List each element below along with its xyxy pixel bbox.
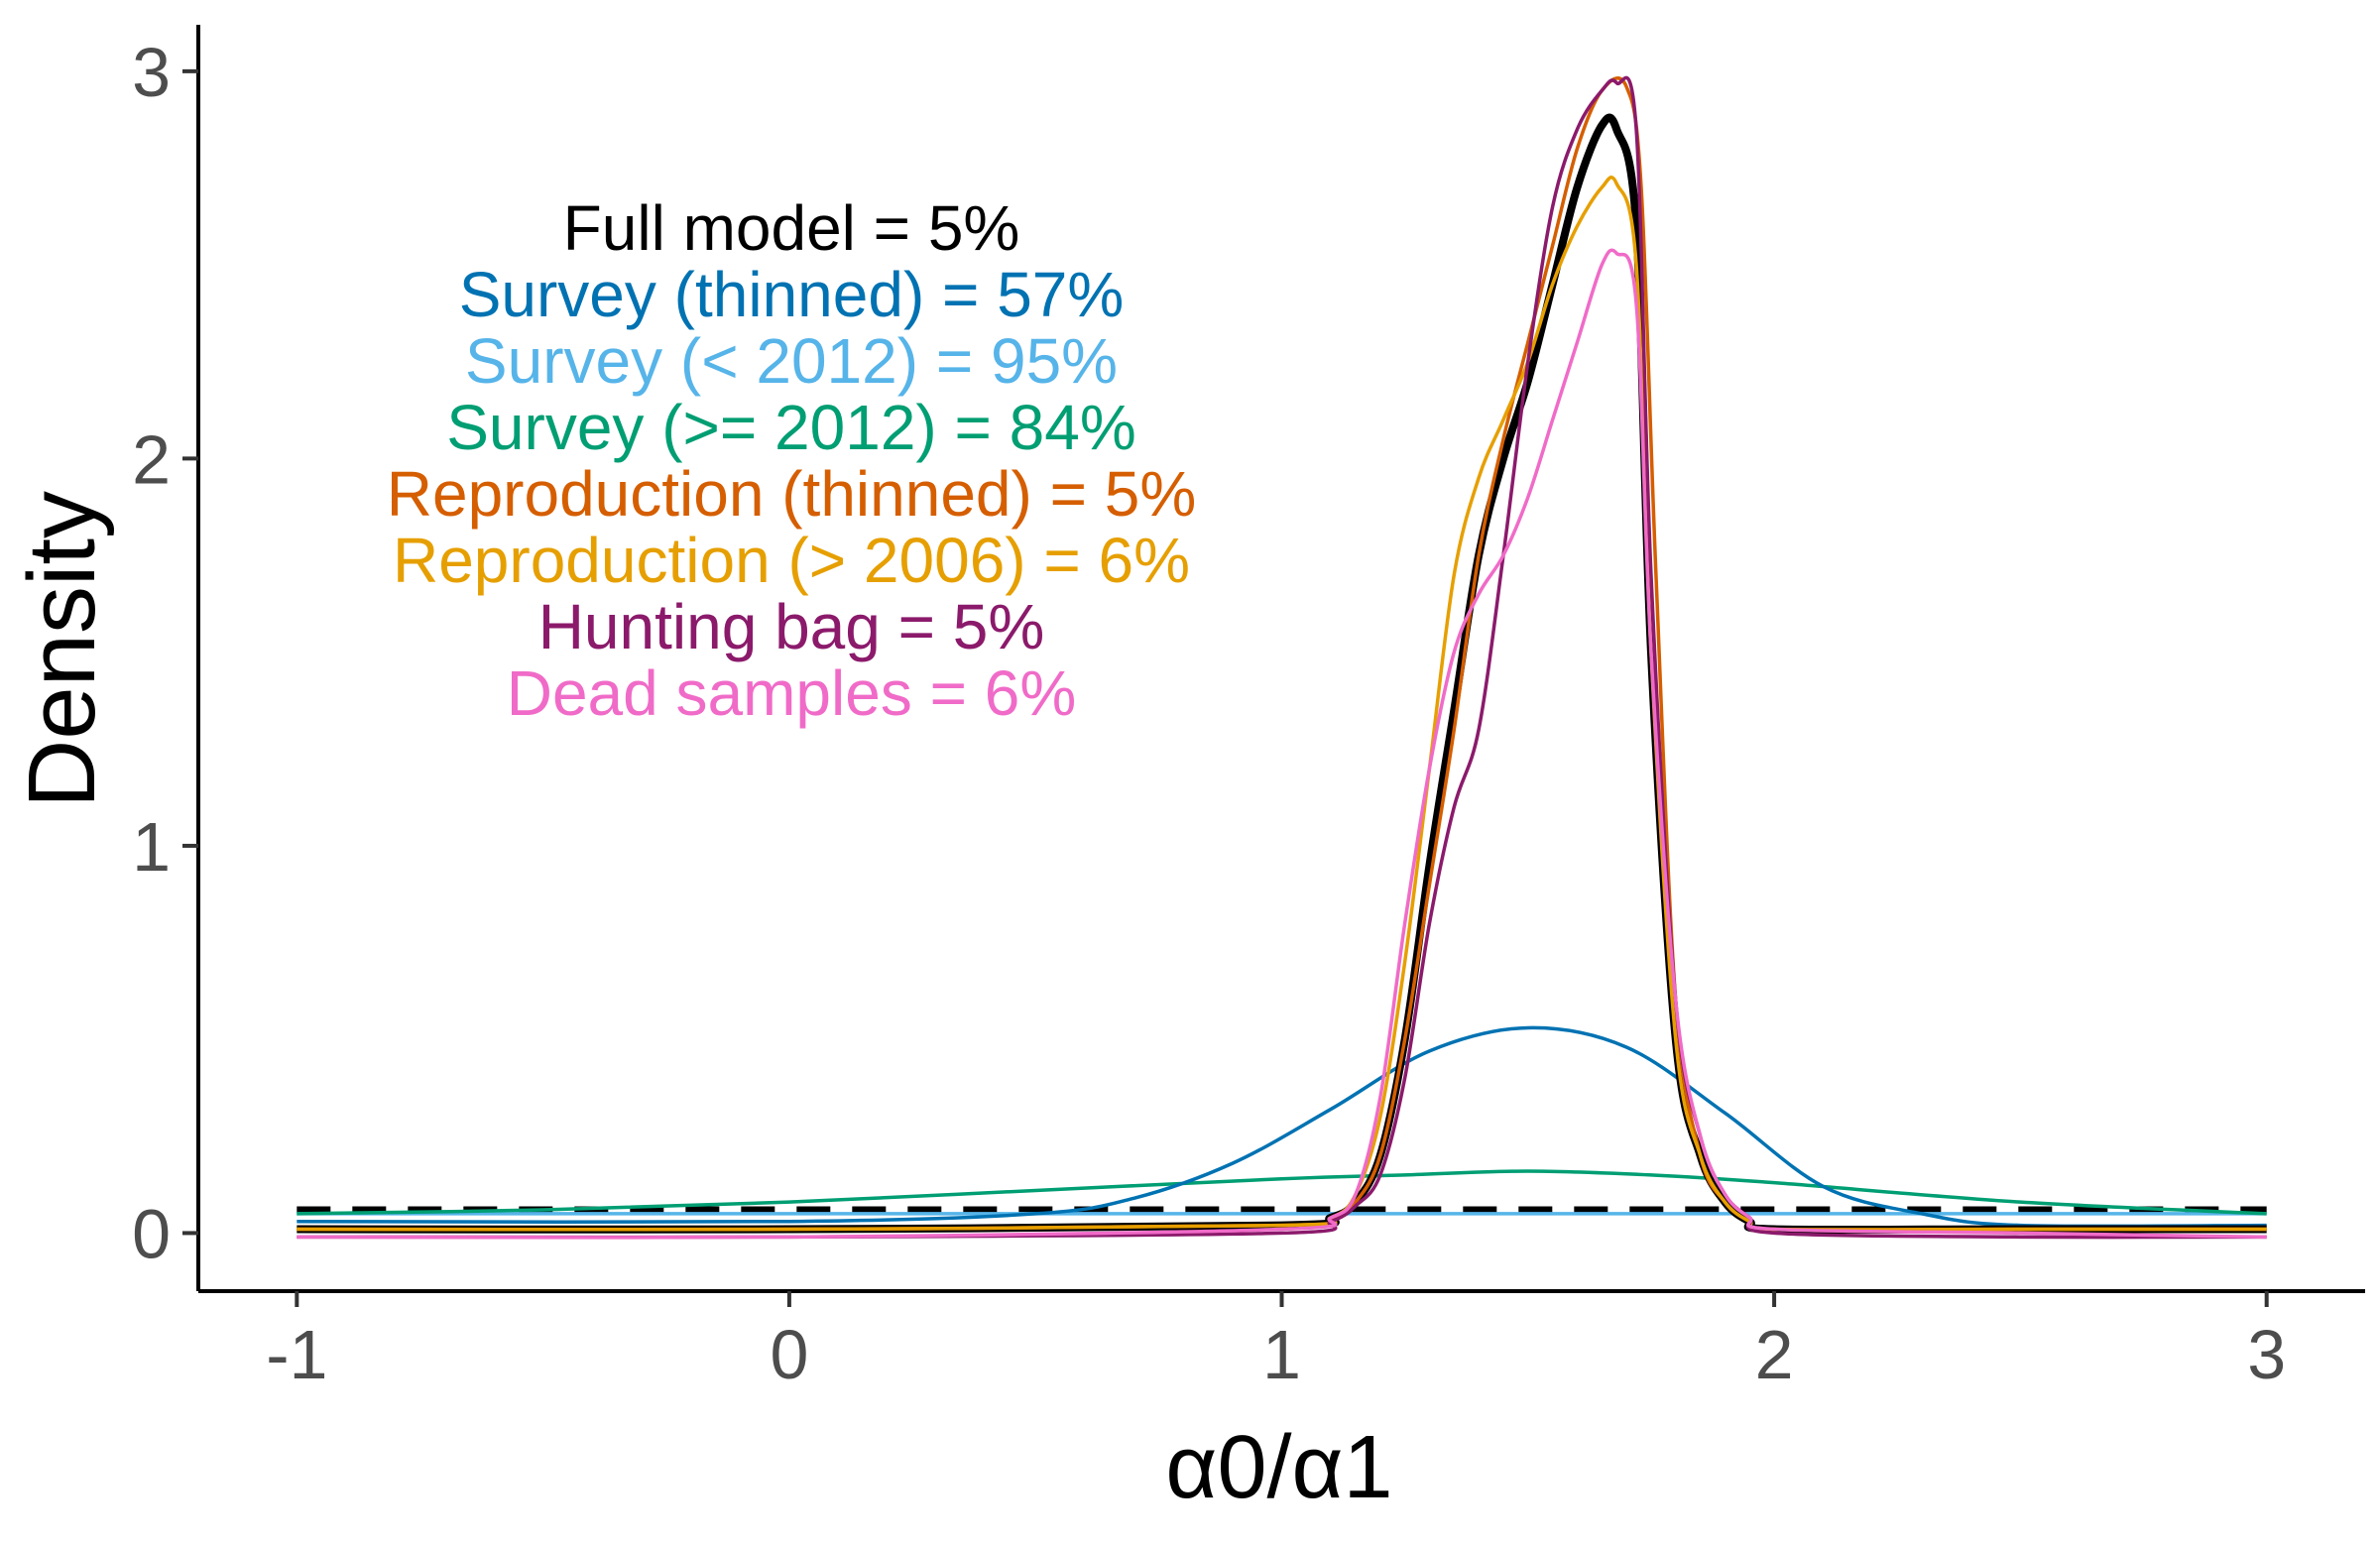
y-tick-label-1: 1 xyxy=(132,808,171,886)
y-tick-label-0: 0 xyxy=(132,1195,171,1272)
x-tick-label-0: -1 xyxy=(266,1316,327,1393)
x-axis-title: α0/α1 xyxy=(1165,1418,1392,1517)
series-layer xyxy=(297,75,2267,1240)
x-tick-label-1: 0 xyxy=(770,1316,808,1393)
plot-area: -1 0 1 2 3 0 1 2 3 xyxy=(132,25,2365,1393)
legend-annotation-0: Full model = 5% xyxy=(563,192,1020,264)
y-tick-label-2: 2 xyxy=(132,420,171,498)
legend-annotation-4: Reproduction (thinned) = 5% xyxy=(387,458,1197,530)
legend-annotations: Full model = 5%Survey (thinned) = 57%Sur… xyxy=(387,192,1197,729)
legend-annotation-3: Survey (>= 2012) = 84% xyxy=(446,392,1136,463)
legend-annotation-6: Hunting bag = 5% xyxy=(538,591,1045,662)
y-axis-title: Density xyxy=(9,491,115,808)
legend-annotation-1: Survey (thinned) = 57% xyxy=(459,259,1125,330)
legend-annotation-7: Dead samples = 6% xyxy=(507,657,1077,729)
series-line-dead-samples xyxy=(297,248,2267,1240)
legend-annotation-5: Reproduction (> 2006) = 6% xyxy=(393,525,1190,596)
x-tick-label-4: 3 xyxy=(2247,1316,2286,1393)
x-tick-label-2: 1 xyxy=(1262,1316,1301,1393)
y-ticks: 0 1 2 3 xyxy=(132,34,198,1272)
series-line-survey-thinned xyxy=(297,1025,2267,1229)
x-tick-label-3: 2 xyxy=(1755,1316,1794,1393)
y-tick-label-3: 3 xyxy=(132,34,171,111)
legend-annotation-2: Survey (< 2012) = 95% xyxy=(465,325,1118,397)
x-ticks: -1 0 1 2 3 xyxy=(266,1291,2286,1393)
